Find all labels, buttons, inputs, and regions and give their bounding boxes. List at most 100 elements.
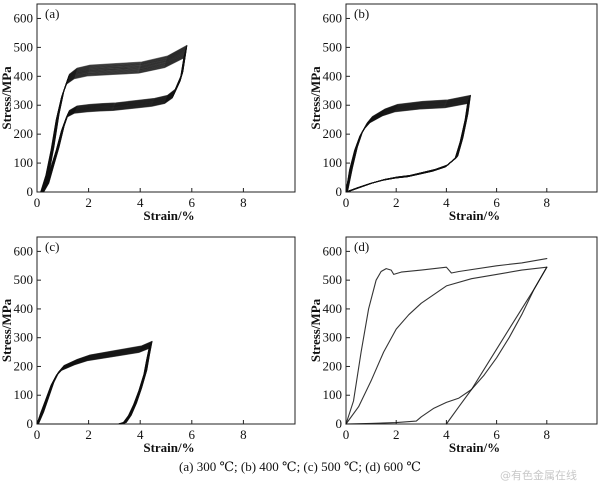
y-tick-label: 300 bbox=[14, 97, 34, 112]
panel-label: (b) bbox=[354, 6, 369, 21]
series-loading bbox=[346, 96, 471, 193]
watermark: @有色金属在线 bbox=[500, 469, 577, 482]
y-tick-label: 600 bbox=[323, 10, 343, 25]
y-tick-label: 400 bbox=[323, 301, 343, 316]
x-tick-label: 0 bbox=[34, 195, 41, 210]
figure-caption: (a) 300 ℃; (b) 400 ℃; (c) 500 ℃; (d) 600… bbox=[179, 459, 421, 474]
y-tick-label: 200 bbox=[323, 358, 343, 373]
series-unloading bbox=[40, 54, 185, 193]
series-loading bbox=[347, 94, 471, 193]
x-tick-label: 6 bbox=[493, 195, 500, 210]
x-tick-label: 8 bbox=[240, 195, 247, 210]
series-unloading bbox=[346, 96, 471, 193]
series-loading bbox=[345, 102, 469, 193]
x-tick-label: 0 bbox=[34, 427, 41, 442]
series-loading bbox=[345, 99, 470, 193]
series-loading bbox=[346, 96, 471, 193]
panel-1: 0 100 200 300 400 500 600 0 2 4 6 8 Strain/% Stress/M… bbox=[0, 3, 296, 223]
series-unloading bbox=[346, 96, 471, 193]
series-unloading bbox=[40, 55, 185, 193]
series-unloading bbox=[345, 102, 469, 193]
series-unloading bbox=[345, 100, 470, 193]
series-unloading bbox=[345, 98, 470, 193]
panel-label: (d) bbox=[354, 239, 369, 254]
x-tick-label: 4 bbox=[137, 427, 144, 442]
series-unloading bbox=[345, 102, 469, 193]
series-loading bbox=[345, 97, 470, 193]
x-tick-label: 8 bbox=[240, 427, 247, 442]
series-unloading bbox=[345, 97, 470, 193]
y-tick-label: 200 bbox=[14, 358, 34, 373]
x-tick-label: 8 bbox=[544, 195, 551, 210]
series-unloading bbox=[345, 100, 469, 193]
x-tick-label: 6 bbox=[189, 195, 196, 210]
series-loading bbox=[345, 98, 470, 193]
series-unloading bbox=[345, 101, 469, 193]
series-loading bbox=[40, 55, 185, 193]
y-tick-label: 300 bbox=[323, 330, 343, 345]
y-tick-label: 100 bbox=[14, 387, 34, 402]
x-axis-label: Strain/% bbox=[449, 208, 500, 223]
series-unloading bbox=[346, 97, 471, 193]
series-unloading bbox=[345, 103, 468, 193]
series-loading bbox=[345, 99, 470, 193]
x-tick-label: 2 bbox=[393, 427, 400, 442]
series-unloading bbox=[40, 56, 185, 193]
series-unloading bbox=[345, 98, 470, 193]
y-tick-label: 600 bbox=[14, 10, 34, 25]
series-loading bbox=[345, 98, 470, 193]
series-loading bbox=[345, 100, 469, 193]
x-tick-label: 8 bbox=[544, 427, 551, 442]
y-tick-label: 0 bbox=[336, 416, 343, 431]
series-loading bbox=[345, 102, 469, 193]
series-unloading bbox=[346, 96, 471, 193]
series-cycle-2-loading bbox=[345, 266, 548, 425]
plot-frame bbox=[36, 3, 296, 193]
plot-frame bbox=[36, 236, 296, 425]
plot-frame bbox=[345, 236, 598, 425]
y-tick-label: 100 bbox=[323, 387, 343, 402]
series-loading bbox=[40, 56, 185, 193]
plot-frame bbox=[345, 3, 598, 193]
series-loading bbox=[40, 55, 185, 193]
series-unloading bbox=[38, 340, 153, 425]
y-tick-label: 400 bbox=[323, 68, 343, 83]
series-unloading bbox=[346, 97, 471, 193]
series-unloading bbox=[40, 54, 185, 193]
panel-label: (a) bbox=[45, 6, 59, 21]
series-loading bbox=[40, 54, 185, 193]
series-unloading bbox=[345, 100, 469, 193]
series-loading bbox=[346, 97, 471, 193]
y-tick-label: 500 bbox=[323, 39, 343, 54]
x-tick-label: 6 bbox=[189, 427, 196, 442]
y-tick-label: 0 bbox=[27, 416, 34, 431]
series-loading bbox=[345, 101, 469, 193]
series-loading bbox=[345, 102, 469, 193]
series-loading bbox=[345, 103, 468, 193]
x-axis-label: Strain/% bbox=[449, 440, 500, 455]
series-loading bbox=[345, 101, 469, 193]
y-tick-label: 400 bbox=[14, 68, 34, 83]
series-loading bbox=[43, 44, 188, 193]
series-cycle-2-unloading bbox=[445, 266, 548, 425]
y-tick-label: 0 bbox=[27, 184, 34, 199]
series-loading bbox=[38, 340, 153, 425]
y-tick-label: 300 bbox=[14, 330, 34, 345]
y-tick-label: 600 bbox=[14, 243, 34, 258]
panel-2: 0 100 200 300 400 500 600 0 2 4 6 8 Strain/% Stress/M… bbox=[308, 3, 598, 223]
series-unloading bbox=[345, 102, 469, 193]
series-cycle-1-unloading bbox=[345, 266, 548, 425]
series-unloading bbox=[40, 55, 185, 193]
y-tick-label: 500 bbox=[14, 39, 34, 54]
y-tick-label: 0 bbox=[336, 184, 343, 199]
x-tick-label: 4 bbox=[443, 195, 450, 210]
series-unloading bbox=[345, 101, 469, 193]
y-tick-label: 200 bbox=[323, 126, 343, 141]
series-loading bbox=[345, 98, 470, 193]
x-tick-label: 2 bbox=[393, 195, 400, 210]
x-tick-label: 2 bbox=[85, 427, 92, 442]
series-unloading bbox=[345, 99, 470, 193]
y-tick-label: 100 bbox=[323, 155, 343, 170]
series-unloading bbox=[43, 44, 188, 193]
